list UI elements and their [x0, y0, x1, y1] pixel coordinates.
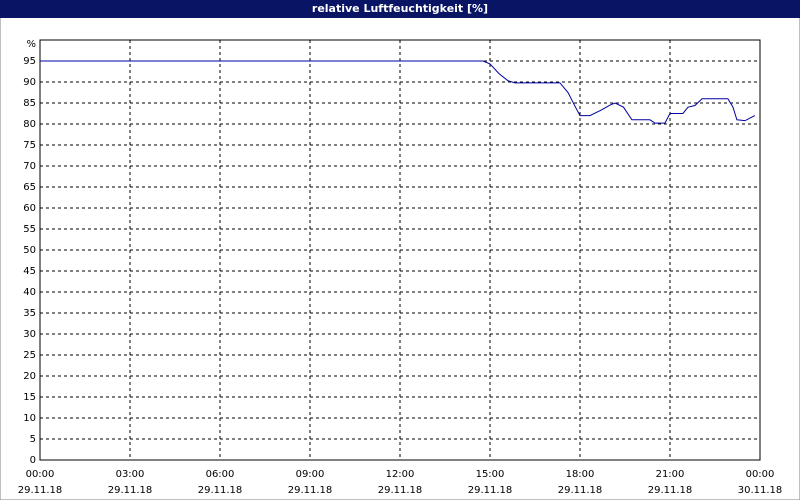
y-tick-label: 65 [23, 182, 36, 193]
x-tick-date: 29.11.18 [378, 485, 423, 496]
x-tick-label: 09:00 [296, 469, 325, 480]
x-tick-date: 29.11.18 [18, 485, 63, 496]
x-tick-label: 06:00 [206, 469, 235, 480]
y-tick-label: 15 [23, 392, 36, 403]
y-tick-label: 25 [23, 350, 36, 361]
y-tick-label: 90 [23, 77, 36, 88]
x-tick-label: 18:00 [566, 469, 595, 480]
data-line [40, 60, 756, 124]
y-tick-label: 35 [23, 308, 36, 319]
y-tick-label: 60 [23, 203, 36, 214]
y-tick-label: 50 [23, 245, 36, 256]
y-tick-label: 75 [23, 140, 36, 151]
y-tick-label: 70 [23, 161, 36, 172]
y-unit: % [26, 39, 36, 50]
x-tick-date: 29.11.18 [648, 485, 693, 496]
y-tick-label: 55 [23, 224, 36, 235]
x-tick-date: 29.11.18 [558, 485, 603, 496]
x-tick-date: 29.11.18 [108, 485, 153, 496]
x-tick-label: 03:00 [116, 469, 145, 480]
title-bar [0, 0, 800, 18]
y-tick-label: 30 [23, 329, 36, 340]
y-tick-label: 95 [23, 56, 36, 67]
y-tick-label: 40 [23, 287, 36, 298]
y-tick-label: 10 [23, 413, 36, 424]
y-tick-label: 0 [30, 455, 36, 466]
chart-title: relative Luftfeuchtigkeit [%] [312, 2, 488, 15]
x-tick-label: 00:00 [746, 469, 775, 480]
y-tick-label: 5 [30, 434, 36, 445]
y-tick-label: 85 [23, 98, 36, 109]
x-tick-date: 29.11.18 [468, 485, 513, 496]
x-tick-date: 30.11.18 [738, 485, 783, 496]
y-tick-label: 20 [23, 371, 36, 382]
x-tick-date: 29.11.18 [198, 485, 243, 496]
y-tick-label: 45 [23, 266, 36, 277]
x-tick-label: 15:00 [476, 469, 505, 480]
x-tick-date: 29.11.18 [288, 485, 333, 496]
y-tick-label: 80 [23, 119, 36, 130]
x-tick-label: 12:00 [386, 469, 415, 480]
x-tick-label: 21:00 [656, 469, 685, 480]
x-tick-label: 00:00 [26, 469, 55, 480]
